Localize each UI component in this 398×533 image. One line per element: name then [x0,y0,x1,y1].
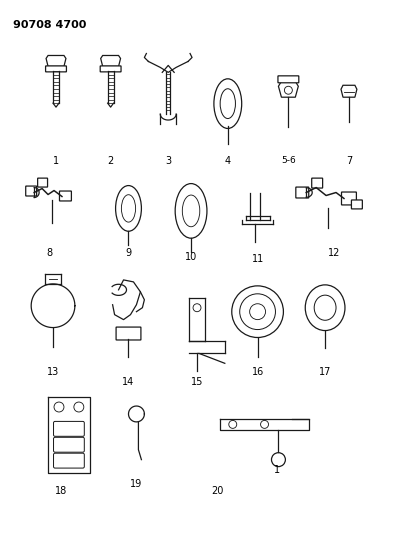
Text: 17: 17 [319,367,331,377]
Ellipse shape [175,183,207,238]
Text: 16: 16 [252,367,264,377]
Text: 14: 14 [122,377,135,387]
Text: 20: 20 [212,487,224,496]
FancyBboxPatch shape [100,66,121,72]
Ellipse shape [220,89,236,118]
Text: 19: 19 [130,479,142,489]
Polygon shape [341,85,357,97]
Ellipse shape [182,195,200,227]
Ellipse shape [214,79,242,128]
FancyBboxPatch shape [53,422,84,437]
Circle shape [240,294,275,329]
Text: 2: 2 [107,156,114,166]
FancyBboxPatch shape [26,186,37,196]
Polygon shape [46,55,66,67]
FancyBboxPatch shape [46,66,66,72]
Circle shape [261,421,269,429]
Circle shape [74,402,84,412]
Polygon shape [279,82,298,97]
FancyBboxPatch shape [278,76,299,83]
Ellipse shape [115,185,141,231]
FancyBboxPatch shape [296,187,309,198]
FancyBboxPatch shape [341,192,356,205]
Text: 8: 8 [46,248,52,258]
Circle shape [250,304,265,320]
Text: 7: 7 [346,156,352,166]
Text: 13: 13 [47,367,59,377]
FancyBboxPatch shape [312,178,323,188]
Ellipse shape [305,285,345,330]
Text: 15: 15 [191,377,203,387]
Text: 12: 12 [328,248,340,258]
FancyBboxPatch shape [351,200,362,209]
Text: 9: 9 [125,248,132,258]
Circle shape [232,286,283,337]
Circle shape [193,304,201,312]
Circle shape [285,86,293,94]
Circle shape [54,402,64,412]
Circle shape [229,421,237,429]
FancyBboxPatch shape [59,191,71,201]
FancyBboxPatch shape [116,327,141,340]
Ellipse shape [314,295,336,320]
Text: 1: 1 [274,465,281,474]
FancyBboxPatch shape [38,178,48,187]
Text: 5-6: 5-6 [281,156,296,165]
Ellipse shape [121,195,136,222]
Text: 90708 4700: 90708 4700 [13,20,87,30]
Text: 1: 1 [53,156,59,166]
FancyBboxPatch shape [53,437,84,452]
Text: 4: 4 [225,156,231,166]
Polygon shape [101,55,121,67]
Circle shape [271,453,285,466]
Text: 3: 3 [165,156,171,166]
Text: 18: 18 [55,487,67,496]
Text: 11: 11 [252,254,264,264]
FancyBboxPatch shape [53,453,84,468]
Text: 10: 10 [185,252,197,262]
